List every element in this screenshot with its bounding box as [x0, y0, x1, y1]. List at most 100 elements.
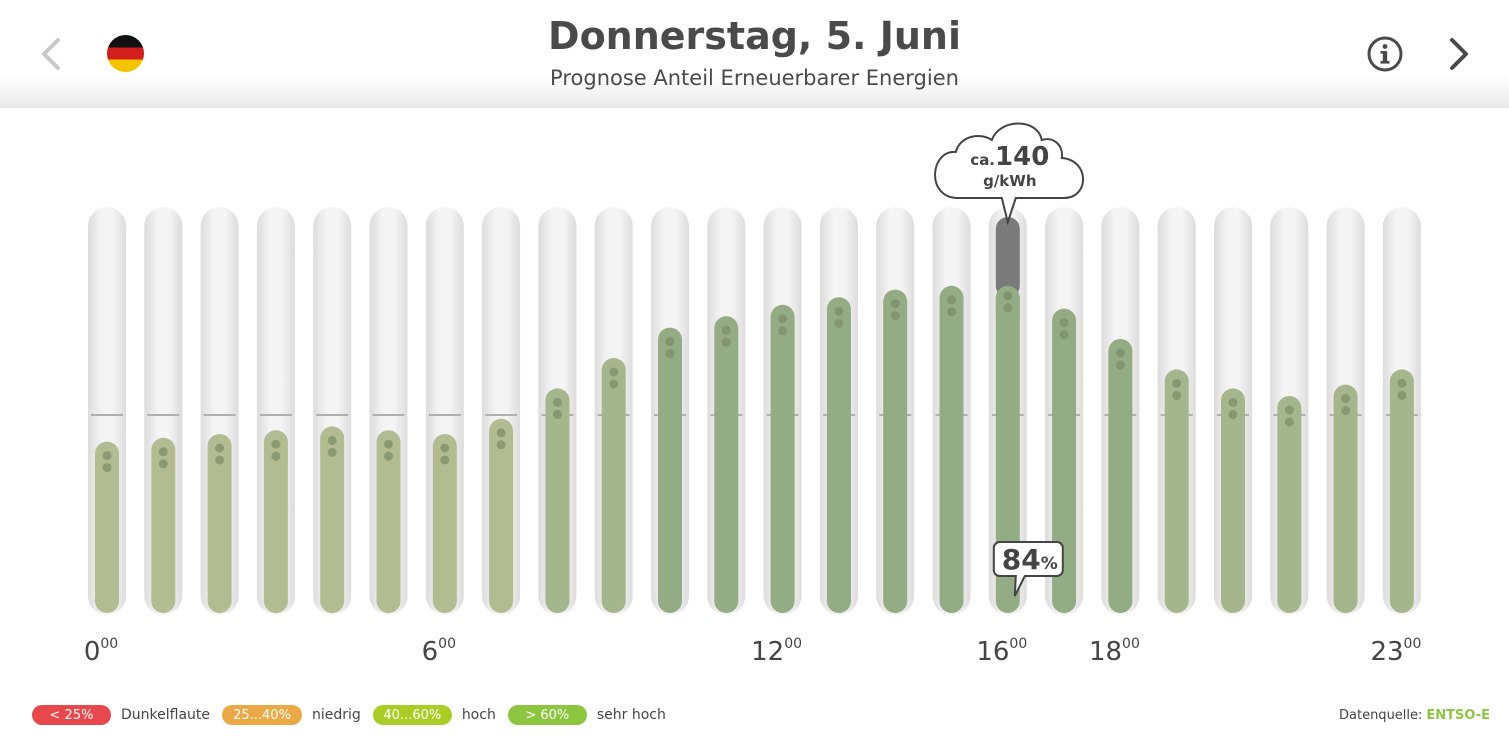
info-button[interactable]	[1366, 35, 1404, 73]
bar-handle-dot	[1003, 291, 1013, 301]
bar[interactable]	[207, 434, 232, 613]
legend-item-dunkelflaute: < 25% Dunkelflaute	[32, 705, 210, 725]
bar-handle-dot	[1172, 390, 1182, 400]
selected-value-label: 84%	[1002, 543, 1058, 576]
bar[interactable]	[95, 441, 119, 613]
bar-handle-dot	[1003, 303, 1013, 313]
bar-handle-dot	[327, 435, 337, 445]
bar-handle-dot	[327, 447, 337, 457]
x-tick-label: 600	[422, 636, 456, 667]
bar[interactable]	[995, 285, 1020, 613]
legend-item-niedrig: 25...40% niedrig	[222, 705, 361, 725]
bar-handle-dot	[778, 314, 788, 324]
bar-handle-dot	[271, 451, 281, 461]
previous-day-button[interactable]	[32, 30, 72, 78]
bar-handle-dot	[102, 451, 112, 461]
x-tick-label: 1200	[751, 636, 802, 667]
bar[interactable]	[1221, 388, 1245, 613]
bar[interactable]	[1333, 384, 1358, 613]
bar[interactable]	[939, 285, 964, 613]
legend-label: sehr hoch	[596, 707, 666, 723]
bar[interactable]	[432, 434, 457, 613]
bar-handle-dot	[778, 326, 788, 336]
bar-handle-dot	[1341, 394, 1351, 404]
bar-handle-dot	[1115, 348, 1125, 358]
bar-handle-dot	[552, 397, 562, 407]
bar-handle-dot	[215, 443, 225, 453]
bar[interactable]	[601, 358, 626, 613]
bar-handle-dot	[1397, 390, 1407, 400]
bar-handle-dot	[721, 337, 731, 347]
emission-cloud-callout	[934, 122, 1085, 226]
bar-handle-dot	[158, 459, 168, 469]
bar-handle-dot	[1059, 318, 1069, 328]
bar-handle-dot	[609, 367, 619, 377]
bar-handle-dot	[947, 295, 956, 305]
bar[interactable]	[376, 430, 401, 613]
bar-handle-dot	[1228, 409, 1238, 419]
x-tick-label: 1600	[976, 636, 1027, 667]
bar[interactable]	[1052, 308, 1077, 613]
x-tick-label: 2300	[1370, 636, 1421, 667]
next-day-button[interactable]	[1440, 30, 1480, 78]
bar-handle-dot	[1284, 417, 1294, 427]
legend: < 25% Dunkelflaute 25...40% niedrig 40..…	[32, 705, 678, 725]
bar-handle-dot	[496, 440, 506, 450]
bar[interactable]	[714, 316, 739, 613]
info-icon	[1367, 36, 1403, 72]
bar[interactable]	[770, 304, 795, 613]
bar-handle-dot	[496, 428, 506, 438]
x-tick-label: 1800	[1089, 636, 1140, 667]
legend-badge: 25...40%	[222, 705, 303, 725]
selected-bar-cap	[995, 217, 1020, 298]
bar-handle-dot	[1397, 378, 1407, 388]
legend-badge: > 60%	[507, 705, 587, 725]
bar[interactable]	[658, 327, 682, 613]
bar[interactable]	[545, 388, 570, 613]
bar[interactable]	[826, 297, 851, 613]
bar-handle-dot	[665, 337, 675, 347]
header-bar: Donnerstag, 5. Juni Prognose Anteil Erne…	[0, 0, 1509, 108]
bar-handle-dot	[947, 307, 956, 317]
legend-label: Dunkelflaute	[121, 707, 211, 723]
legend-badge: < 25%	[32, 705, 111, 725]
bar[interactable]	[1389, 369, 1414, 613]
bar-handle-dot	[215, 455, 225, 465]
data-source: Datenquelle: ENTSO-E	[1339, 708, 1490, 723]
bar-handle-dot	[890, 311, 900, 321]
bar[interactable]	[489, 418, 514, 613]
bar-handle-dot	[609, 379, 619, 389]
legend-item-hoch: 40...60% hoch	[372, 705, 496, 725]
bar-handle-dot	[1228, 397, 1238, 407]
bar-handle-dot	[1059, 330, 1069, 340]
x-tick-label: 000	[84, 636, 118, 667]
bar[interactable]	[263, 430, 288, 613]
bar-handle-dot	[1341, 406, 1351, 416]
bar-handle-dot	[384, 439, 393, 449]
data-source-link[interactable]: ENTSO-E	[1426, 708, 1490, 723]
bar[interactable]	[1164, 369, 1189, 613]
bar-handle-dot	[158, 447, 168, 457]
bar-handle-dot	[440, 455, 450, 465]
legend-badge: 40...60%	[372, 705, 452, 725]
bar-handle-dot	[440, 443, 450, 453]
page-subtitle: Prognose Anteil Erneuerbarer Energien	[550, 66, 959, 90]
bar-handle-dot	[102, 463, 112, 473]
selected-value-bubble	[992, 541, 1064, 597]
bar-handle-dot	[834, 318, 844, 328]
bar[interactable]	[151, 437, 176, 613]
germany-flag-icon[interactable]	[107, 35, 144, 72]
data-source-label: Datenquelle:	[1339, 708, 1423, 723]
bar-handle-dot	[384, 451, 393, 461]
bar-handle-dot	[552, 409, 562, 419]
bar[interactable]	[883, 289, 908, 613]
legend-label: niedrig	[312, 707, 361, 723]
chevron-right-icon	[1450, 38, 1468, 70]
bar[interactable]	[1108, 339, 1133, 613]
bar[interactable]	[1277, 396, 1302, 613]
bar-handle-dot	[1172, 378, 1182, 388]
legend-item-sehr-hoch: > 60% sehr hoch	[507, 705, 666, 725]
bar-handle-dot	[665, 349, 675, 359]
bar[interactable]	[320, 426, 345, 613]
